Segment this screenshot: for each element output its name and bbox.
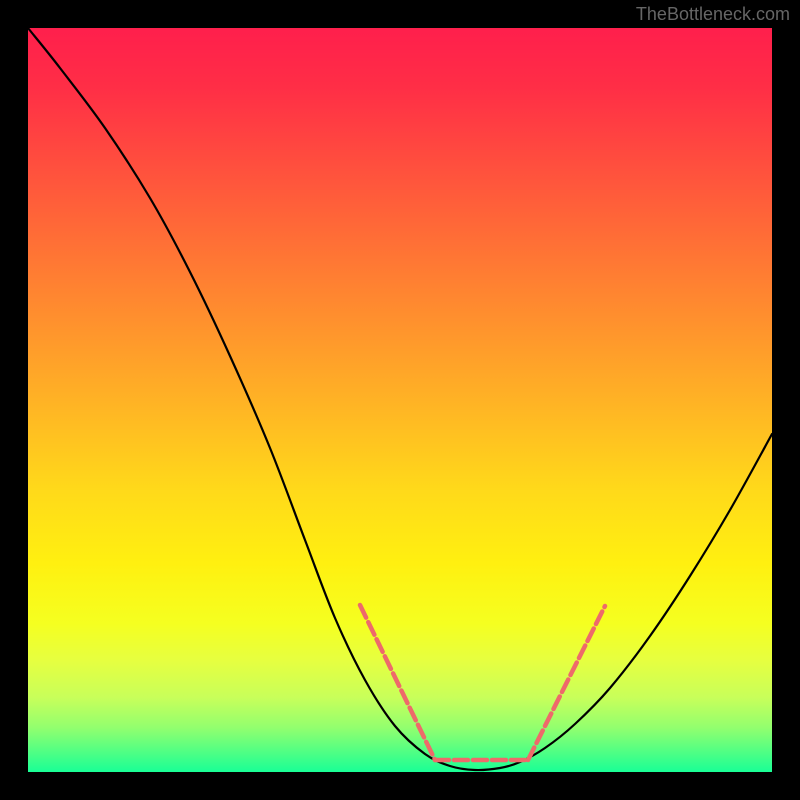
curve-layer	[0, 0, 800, 800]
figure-root: TheBottleneck.com	[0, 0, 800, 800]
bottleneck-curve	[28, 28, 772, 770]
marker-segment	[360, 605, 435, 760]
valley-markers	[360, 605, 605, 760]
watermark-text: TheBottleneck.com	[636, 4, 790, 25]
marker-segment	[528, 606, 605, 760]
